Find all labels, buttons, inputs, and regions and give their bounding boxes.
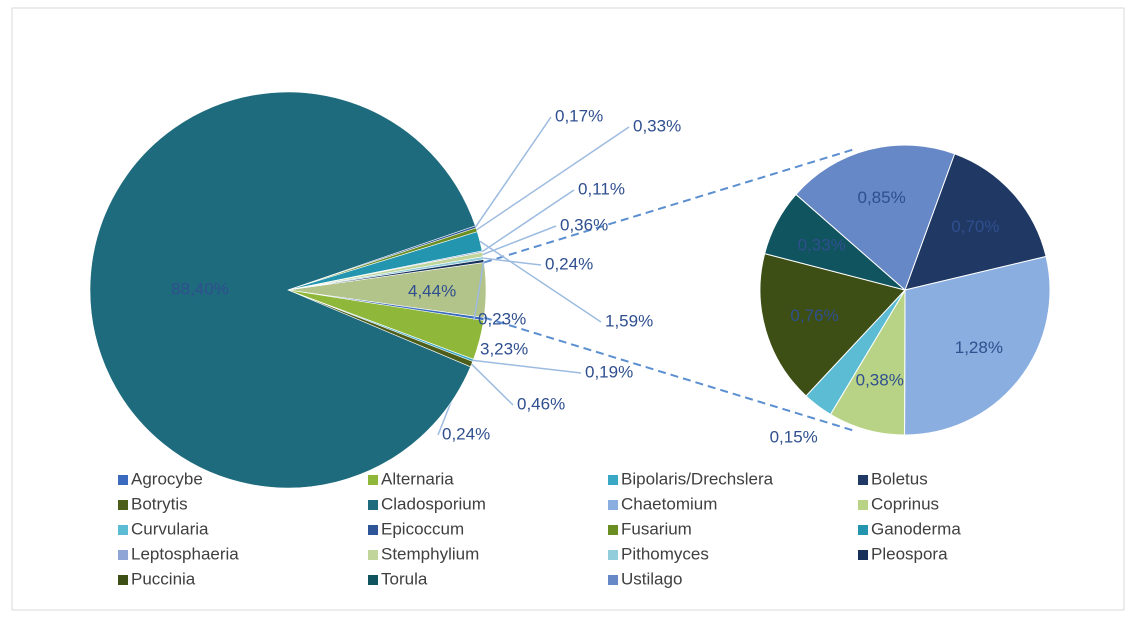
legend-swatch <box>858 550 868 560</box>
legend-swatch <box>858 475 868 485</box>
legend-label: Cladosporium <box>381 494 486 513</box>
legend-label: Botrytis <box>131 494 188 513</box>
legend-swatch <box>118 475 128 485</box>
legend-label: Leptosphaeria <box>131 544 239 563</box>
pie-slice <box>904 153 1047 291</box>
leader-line <box>471 363 514 406</box>
leader-line <box>481 189 575 253</box>
data-label: 0,46% <box>517 394 565 413</box>
pie-slice <box>904 255 1051 436</box>
legend-swatch <box>608 525 618 535</box>
data-label: 1,59% <box>605 311 653 330</box>
legend-swatch <box>608 550 618 560</box>
legend-label: Ganoderma <box>871 519 961 538</box>
legend-swatch <box>858 500 868 510</box>
leader-line <box>475 116 552 228</box>
pie-slice <box>759 252 906 397</box>
data-label: 0,24% <box>545 254 593 273</box>
data-label: 0,19% <box>585 362 633 381</box>
legend-label: Chaetomium <box>621 494 717 513</box>
legend-label: Alternaria <box>381 469 454 488</box>
pie-slice <box>795 144 956 291</box>
data-label: 0,17% <box>555 106 603 125</box>
legend-swatch <box>608 500 618 510</box>
pie-slice <box>89 91 476 489</box>
legend-label: Pithomyces <box>621 544 709 563</box>
data-label: 0,33% <box>633 116 681 135</box>
data-label: 0,24% <box>442 424 490 443</box>
legend-label: Fusarium <box>621 519 692 538</box>
legend-swatch <box>118 575 128 585</box>
legend-label: Epicoccum <box>381 519 464 538</box>
data-label: 0,33% <box>798 235 846 254</box>
data-label: 88,40% <box>171 279 229 298</box>
legend-label: Agrocybe <box>131 469 203 488</box>
data-label: 0,76% <box>790 306 838 325</box>
data-label: 0,23% <box>478 309 526 328</box>
leader-line <box>472 359 582 374</box>
data-label: 3,23% <box>480 339 528 358</box>
leader-line <box>473 260 485 321</box>
data-label: 0,38% <box>856 370 904 389</box>
leader-line <box>479 240 602 323</box>
data-label: 0,15% <box>770 427 818 446</box>
legend-swatch <box>368 500 378 510</box>
data-label: 0,70% <box>951 217 999 236</box>
leader-line <box>482 225 557 256</box>
legend-swatch <box>858 525 868 535</box>
legend-swatch <box>118 525 128 535</box>
legend-swatch <box>368 475 378 485</box>
legend-swatch <box>368 550 378 560</box>
legend-label: Bipolaris/Drechslera <box>621 469 774 488</box>
legend-label: Torula <box>381 569 428 588</box>
data-label: 4,44% <box>408 281 456 300</box>
legend-swatch <box>608 475 618 485</box>
legend-label: Boletus <box>871 469 928 488</box>
data-label: 0,85% <box>857 188 905 207</box>
legend-swatch <box>368 525 378 535</box>
legend-label: Coprinus <box>871 494 939 513</box>
data-label: 1,28% <box>955 338 1003 357</box>
legend-label: Curvularia <box>131 519 209 538</box>
data-label: 0,11% <box>578 179 625 198</box>
legend-swatch <box>118 550 128 560</box>
legend-label: Stemphylium <box>381 544 479 563</box>
leader-line <box>476 126 630 231</box>
legend-swatch <box>368 575 378 585</box>
legend-swatch <box>608 575 618 585</box>
legend-label: Puccinia <box>131 569 196 588</box>
legend-label: Pleospora <box>871 544 948 563</box>
legend-swatch <box>118 500 128 510</box>
data-label: 0,36% <box>560 215 608 234</box>
leader-line <box>483 257 542 266</box>
legend-label: Ustilago <box>621 569 682 588</box>
